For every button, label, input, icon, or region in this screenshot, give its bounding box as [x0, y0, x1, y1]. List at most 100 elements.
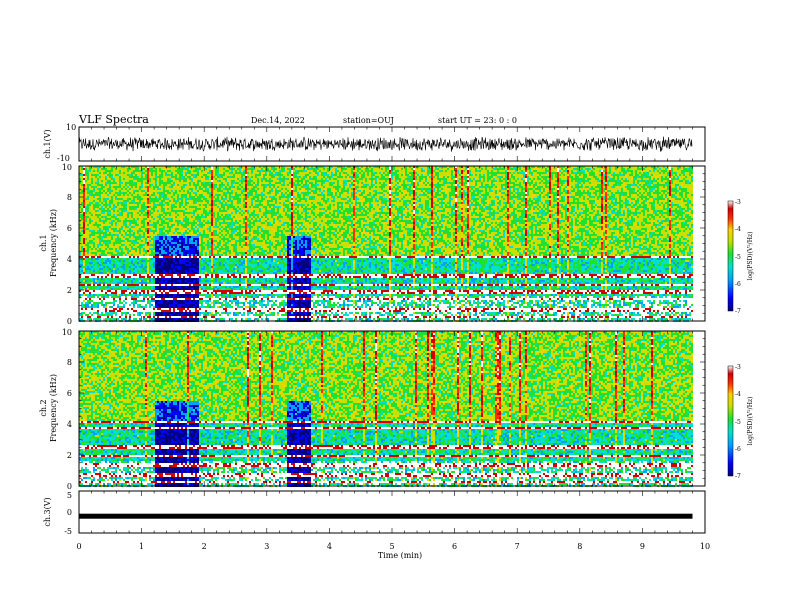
spectrogram-cell	[151, 248, 153, 250]
spectrogram-cell	[93, 190, 95, 192]
spectrogram-cell	[163, 246, 165, 248]
spectrogram-cell	[201, 286, 203, 288]
spectrogram-cell	[147, 314, 149, 316]
spectrogram-cell	[121, 236, 123, 238]
spectrogram-cell	[91, 292, 93, 294]
spectrogram-cell	[109, 280, 111, 282]
spectrogram-cell	[95, 172, 97, 174]
spectrogram-cell	[173, 224, 175, 226]
spectrogram-cell	[125, 218, 127, 220]
spectrogram-cell	[83, 294, 85, 296]
spectrogram-cell	[89, 216, 91, 218]
spectrogram-cell	[187, 192, 189, 194]
spectrogram-cell	[155, 174, 157, 176]
spectrogram-cell	[85, 252, 87, 254]
spectrogram-cell	[119, 182, 121, 184]
spectrogram-cell	[171, 200, 173, 202]
spectrogram-cell	[157, 194, 159, 196]
spectrogram-cell	[127, 276, 129, 278]
spectrogram-cell	[91, 190, 93, 192]
spectrogram-cell	[145, 212, 147, 214]
spectrogram-cell	[173, 254, 175, 256]
spectrogram-cell	[115, 260, 117, 262]
spectrogram-cell	[183, 166, 185, 168]
spectrogram-cell	[181, 242, 183, 244]
spectrogram-cell	[131, 180, 133, 182]
spectrogram-cell	[97, 296, 99, 298]
spectrogram-cell	[103, 202, 105, 204]
spectrogram-cell	[179, 194, 181, 196]
spectrogram-cell	[171, 214, 173, 216]
spectrogram-cell	[141, 258, 143, 260]
spectrogram-cell	[93, 182, 95, 184]
spectrogram-cell	[115, 196, 117, 198]
spectrogram-cell	[187, 190, 189, 192]
spectrogram-cell	[139, 202, 141, 204]
spectrogram-cell	[185, 314, 187, 316]
spectrogram-cell	[105, 310, 107, 312]
spectrogram-cell	[197, 282, 199, 284]
spectrogram-cell	[125, 256, 127, 258]
spectrogram-cell	[99, 304, 101, 306]
spectrogram-cell	[99, 246, 101, 248]
spectrogram-cell	[105, 306, 107, 308]
spectrogram-cell	[197, 188, 199, 190]
spectrogram-cell	[91, 252, 93, 254]
spectrogram-cell	[103, 246, 105, 248]
spectrogram-cell	[101, 208, 103, 210]
spectrogram-cell	[175, 170, 177, 172]
spectrogram-cell	[143, 184, 145, 186]
spectrogram-cell	[187, 182, 189, 184]
spectrogram-cell	[135, 282, 137, 284]
spectrogram-cell	[193, 236, 195, 238]
spectrogram-cell	[147, 228, 149, 230]
spectrogram-cell	[145, 270, 147, 272]
spectrogram-cell	[133, 218, 135, 220]
spectrogram-cell	[111, 288, 113, 290]
spectrogram-cell	[135, 224, 137, 226]
spectrogram-cell	[111, 246, 113, 248]
spectrogram-cell	[163, 278, 165, 280]
spectrogram-cell	[141, 310, 143, 312]
spectrogram-cell	[155, 168, 157, 170]
spectrogram-cell	[131, 250, 133, 252]
spectrogram-cell	[183, 260, 185, 262]
spectrogram-cell	[183, 216, 185, 218]
spectrogram-cell	[147, 270, 149, 272]
spectrogram-cell	[203, 200, 205, 202]
spectrogram-cell	[131, 302, 133, 304]
spectrogram-cell	[127, 220, 129, 222]
spectrogram-cell	[141, 304, 143, 306]
spectrogram-cell	[101, 220, 103, 222]
spectrogram-cell	[153, 312, 155, 314]
spectrogram-cell	[81, 294, 83, 296]
spectrogram-cell	[199, 192, 201, 194]
spectrogram-cell	[189, 246, 191, 248]
spectrogram-cell	[157, 216, 159, 218]
spectrogram-cell	[139, 294, 141, 296]
spectrogram-cell	[171, 256, 173, 258]
spectrogram-cell	[85, 200, 87, 202]
spectrogram-cell	[91, 286, 93, 288]
spectrogram-cell	[97, 198, 99, 200]
spectrogram-cell	[129, 252, 131, 254]
spectrogram-cell	[129, 208, 131, 210]
spectrogram-cell	[191, 168, 193, 170]
spectrogram-cell	[105, 252, 107, 254]
spectrogram-cell	[83, 254, 85, 256]
spectrogram-cell	[123, 318, 125, 320]
spectrogram-cell	[99, 182, 101, 184]
spectrogram-cell	[157, 230, 159, 232]
spectrogram-cell	[83, 282, 85, 284]
spectrogram-cell	[91, 312, 93, 314]
spectrogram-cell	[137, 214, 139, 216]
spectrogram-cell	[171, 230, 173, 232]
spectrogram-cell	[103, 268, 105, 270]
spectrogram-cell	[193, 290, 195, 292]
spectrogram-cell	[195, 306, 197, 308]
spectrogram-cell	[179, 308, 181, 310]
spectrogram-cell	[107, 268, 109, 270]
spectrogram-cell	[141, 230, 143, 232]
spectrogram-cell	[169, 166, 171, 168]
spectrogram-cell	[157, 264, 159, 266]
